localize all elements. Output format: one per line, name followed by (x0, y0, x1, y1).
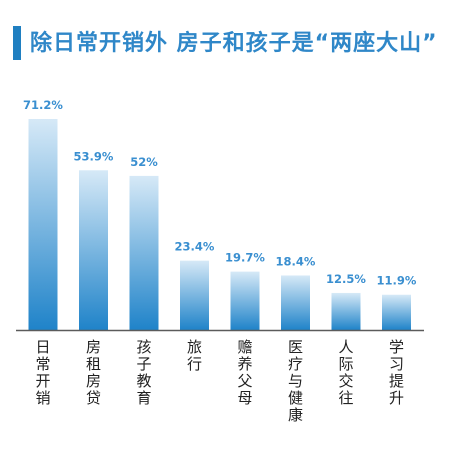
value-label-7: 11.9% (377, 274, 417, 288)
category-label-7: 学习提升 (388, 338, 404, 407)
category-label-2: 孩子教育 (136, 338, 152, 407)
category-label-0: 日常开销 (35, 338, 51, 407)
bar-4 (230, 271, 260, 330)
bar-2 (129, 175, 159, 330)
category-label-6: 人际交往 (338, 338, 354, 407)
bar-5 (281, 275, 310, 330)
title-accent-bar (13, 26, 21, 60)
category-label-1: 房租房贷 (85, 338, 101, 407)
bar-3 (180, 260, 209, 330)
chart-title: 除日常开销外 房子和孩子是“两座大山” (30, 31, 438, 56)
bar-6 (331, 292, 361, 330)
value-label-1: 53.9% (74, 149, 114, 163)
value-label-2: 52% (130, 155, 158, 169)
value-label-4: 19.7% (225, 251, 265, 265)
category-label-4: 赡养父母 (237, 338, 253, 407)
value-label-0: 71.2% (23, 98, 63, 112)
category-label-3: 旅行 (186, 338, 202, 373)
bar-7 (382, 294, 411, 330)
category-label-5: 医疗与健康 (287, 338, 303, 424)
value-label-5: 18.4% (276, 254, 316, 268)
bar-1 (79, 170, 108, 330)
value-label-6: 12.5% (326, 272, 366, 286)
value-label-3: 23.4% (175, 240, 215, 254)
bar-0 (28, 119, 58, 330)
